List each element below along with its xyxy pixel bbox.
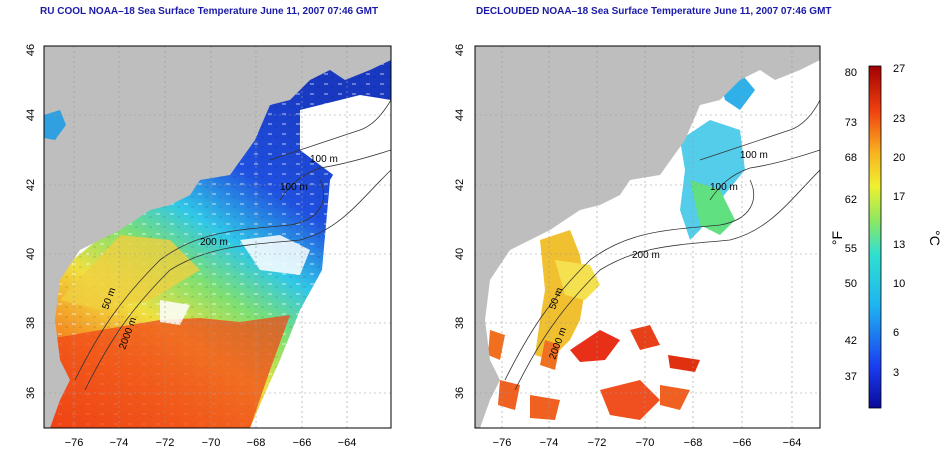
- left-lon-tick: −76: [65, 437, 84, 449]
- right-lon-tick: −76: [493, 437, 512, 449]
- left-lon-tick: −64: [338, 437, 357, 449]
- left-contour-label-100-upper: 100 m: [310, 154, 338, 165]
- temperature-colorbar: 80 73 68 62 55 50 42 37 27 23 20 17 13 1…: [829, 63, 943, 409]
- left-lon-tick: −70: [202, 437, 221, 449]
- fahrenheit-tick: 62: [845, 194, 857, 206]
- left-map-panel: 100 m 100 m 200 m 2000 m 50 m −76 −74 −7…: [25, 44, 392, 449]
- celsius-tick: 3: [893, 367, 899, 379]
- fahrenheit-tick: 55: [845, 243, 857, 255]
- right-lon-tick: −64: [783, 437, 802, 449]
- right-contour-label-100-upper: 100 m: [740, 150, 768, 161]
- fahrenheit-tick: 50: [845, 278, 857, 290]
- right-lat-tick: 38: [454, 317, 466, 329]
- celsius-tick: 23: [893, 113, 905, 125]
- left-lat-tick: 42: [25, 179, 37, 191]
- celsius-tick: 10: [893, 278, 905, 290]
- left-contour-label-100: 100 m: [280, 182, 308, 193]
- right-lon-tick: −68: [684, 437, 703, 449]
- fahrenheit-unit-label: °F: [829, 231, 845, 245]
- right-lon-axis: −76 −74 −72 −70 −68 −66 −64: [493, 437, 802, 449]
- left-lat-tick: 40: [25, 248, 37, 260]
- celsius-ticks: 27 23 20 17 13 10 6 3: [893, 63, 905, 379]
- right-lat-tick: 42: [454, 179, 466, 191]
- left-lon-tick: −66: [293, 437, 312, 449]
- right-lon-tick: −72: [588, 437, 607, 449]
- right-land: [475, 46, 820, 428]
- right-map-panel: 100 m 100 m 200 m 2000 m 50 m −76 −74 −7…: [454, 44, 821, 449]
- fahrenheit-tick: 68: [845, 152, 857, 164]
- fahrenheit-tick: 42: [845, 335, 857, 347]
- celsius-tick: 6: [893, 327, 899, 339]
- right-contour-label-100: 100 m: [710, 182, 738, 193]
- fahrenheit-tick: 37: [845, 371, 857, 383]
- celsius-tick: 27: [893, 63, 905, 75]
- fahrenheit-tick: 73: [845, 117, 857, 129]
- left-lat-axis: 46 44 42 40 38 36: [25, 44, 37, 399]
- celsius-tick: 20: [893, 152, 905, 164]
- right-panel-title: DECLOUDED NOAA–18 Sea Surface Temperatur…: [476, 6, 832, 17]
- fahrenheit-tick: 80: [845, 67, 857, 79]
- left-panel-title: RU COOL NOAA–18 Sea Surface Temperature …: [40, 6, 379, 17]
- left-lon-tick: −68: [247, 437, 266, 449]
- right-lat-tick: 44: [454, 109, 466, 121]
- right-lat-tick: 40: [454, 248, 466, 260]
- fahrenheit-ticks: 80 73 68 62 55 50 42 37: [845, 67, 857, 383]
- right-lat-tick: 36: [454, 387, 466, 399]
- left-lon-axis: −76 −74 −72 −70 −68 −66 −64: [65, 437, 357, 449]
- left-lon-tick: −72: [156, 437, 175, 449]
- left-lon-tick: −74: [110, 437, 129, 449]
- right-lat-tick: 46: [454, 44, 466, 56]
- left-lat-tick: 36: [25, 387, 37, 399]
- left-lat-tick: 38: [25, 317, 37, 329]
- left-land: [44, 46, 391, 428]
- celsius-tick: 13: [893, 239, 905, 251]
- celsius-unit-label: °C: [927, 230, 943, 246]
- right-lon-tick: −66: [733, 437, 752, 449]
- right-lon-tick: −70: [636, 437, 655, 449]
- left-contour-label-200: 200 m: [200, 237, 228, 248]
- left-lat-tick: 44: [25, 109, 37, 121]
- right-contour-label-200: 200 m: [632, 250, 660, 261]
- celsius-tick: 17: [893, 191, 905, 203]
- right-lon-tick: −74: [540, 437, 559, 449]
- right-lat-axis: 46 44 42 40 38 36: [454, 44, 466, 399]
- left-lat-tick: 46: [25, 44, 37, 56]
